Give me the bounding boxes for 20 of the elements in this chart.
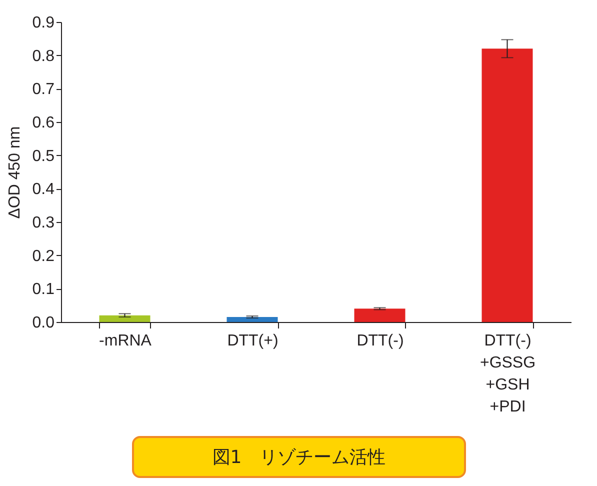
bar: [99, 315, 150, 322]
y-tick-label: 0.9: [32, 14, 55, 32]
x-tick-label: DTT(-): [356, 332, 404, 350]
bar: [354, 308, 406, 322]
x-tick-label: DTT(-) +GSSG +GSH +PDI: [480, 332, 536, 416]
y-tick-label: 0.8: [32, 48, 55, 65]
y-tick-label: 0.3: [32, 214, 55, 232]
y-tick-label: 0.0: [32, 314, 55, 332]
y-axis-title: ΔOD 450 nm: [6, 126, 24, 219]
y-tick-label: 0.7: [32, 81, 55, 98]
y-tick-label: 0.5: [32, 148, 55, 165]
y-tick-label: 0.6: [32, 114, 55, 132]
y-tick-label: 0.1: [32, 281, 55, 298]
bar: [482, 48, 533, 322]
y-tick-label: 0.4: [32, 181, 55, 198]
x-tick-label: -mRNA: [99, 332, 152, 350]
bar: [226, 317, 278, 322]
y-tick-label: 0.2: [32, 248, 55, 265]
caption-box: 図1 リゾチーム活性: [132, 436, 466, 478]
x-tick-label: DTT(+): [227, 332, 278, 350]
